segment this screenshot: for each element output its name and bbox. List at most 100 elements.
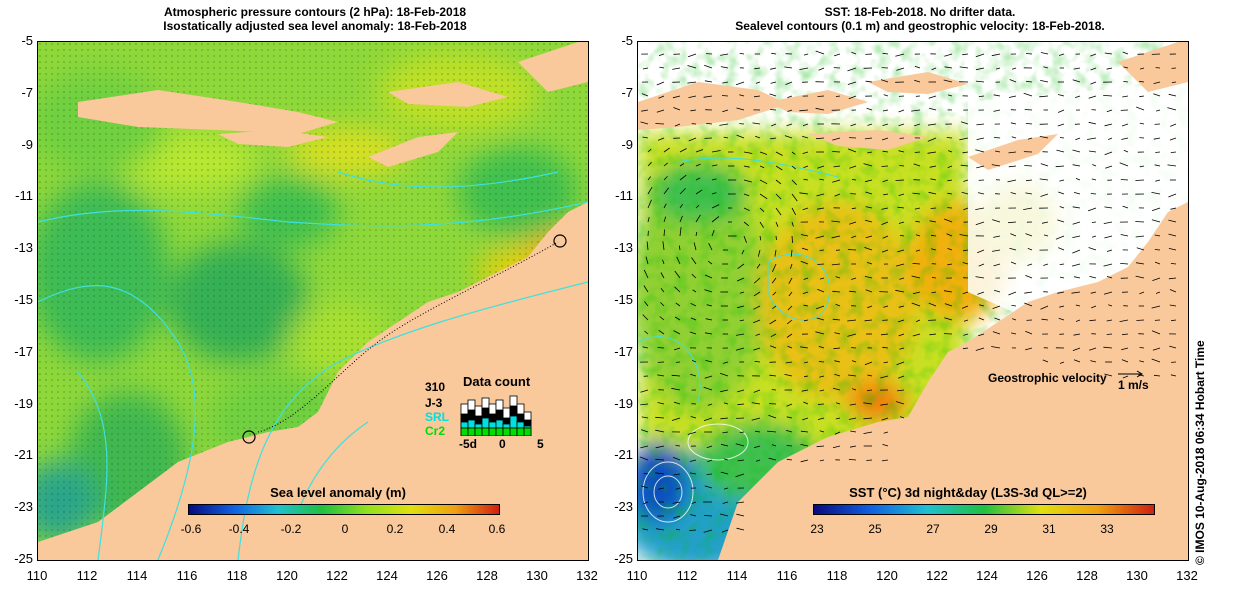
velocity-arrow [646, 241, 649, 251]
velocity-arrow [1169, 289, 1177, 293]
velocity-arrow [703, 386, 713, 391]
velocity-arrow [847, 148, 857, 153]
velocity-arrow [1073, 333, 1081, 336]
velocity-arrow [711, 192, 717, 195]
velocity-arrow [703, 95, 713, 98]
velocity-arrow [819, 430, 825, 433]
velocity-arrow [866, 459, 873, 461]
velocity-arrow [695, 231, 698, 237]
velocity-arrow [962, 249, 969, 252]
velocity-arrow [832, 387, 841, 391]
velocity-arrow [1088, 121, 1097, 125]
velocity-arrow [695, 214, 701, 223]
latitude-tick-label: -25 [14, 551, 33, 566]
velocity-arrow [1056, 149, 1065, 153]
velocity-arrow [1154, 249, 1161, 251]
velocity-arrow [819, 277, 825, 280]
velocity-arrow [704, 64, 713, 69]
velocity-arrow [642, 136, 649, 139]
velocity-arrow [916, 319, 921, 322]
latitude-tick-label: -7 [21, 84, 33, 100]
velocity-arrow [741, 249, 745, 255]
velocity-arrow [1091, 305, 1097, 309]
velocity-arrow [947, 248, 953, 251]
velocity-arrow [785, 361, 793, 364]
data-count-tick-5: 5 [537, 437, 544, 451]
velocity-arrow [882, 109, 889, 112]
velocity-arrow [647, 161, 652, 167]
velocity-arrow [1059, 361, 1065, 364]
velocity-arrow [896, 67, 905, 71]
longitude-tick-label: 120 [276, 568, 298, 583]
velocity-arrow [1167, 164, 1177, 167]
velocity-arrow [1008, 95, 1017, 98]
velocity-arrow [881, 249, 889, 253]
velocity-arrow [768, 414, 777, 419]
velocity-arrow [691, 257, 697, 265]
velocity-arrow [882, 235, 889, 239]
velocity-arrow [1090, 67, 1097, 71]
velocity-arrow [799, 192, 809, 195]
velocity-arrow [1119, 319, 1129, 322]
velocity-arrow [851, 360, 857, 363]
velocity-arrow [1041, 221, 1049, 224]
velocity-arrow [930, 248, 937, 251]
velocity-arrow [659, 66, 665, 69]
velocity-arrow [994, 137, 1001, 139]
velocity-arrow [663, 187, 670, 195]
velocity-arrow [1154, 164, 1161, 167]
longitude-tick-label: 110 [626, 568, 648, 583]
velocity-arrow [785, 430, 793, 433]
velocity-arrow [711, 216, 720, 223]
velocity-arrow [882, 444, 889, 447]
velocity-arrow [851, 51, 857, 55]
longitude-tick-label: 126 [1026, 568, 1048, 583]
velocity-arrow [1087, 207, 1097, 212]
velocity-arrow [1042, 359, 1049, 363]
velocity-arrow [770, 137, 777, 140]
velocity-arrow [898, 109, 905, 113]
velocity-arrow [770, 345, 777, 349]
tide-gauge-marker [553, 234, 567, 248]
velocity-arrow [1058, 94, 1065, 97]
velocity-arrow [1136, 319, 1145, 321]
velocity-arrow [1154, 234, 1161, 237]
velocity-arrow [1152, 277, 1161, 281]
velocity-arrow [1106, 319, 1113, 322]
velocity-arrow [930, 178, 937, 181]
velocity-arrow [1009, 247, 1017, 251]
velocity-arrow [1025, 123, 1033, 125]
velocity-arrow [1104, 151, 1113, 156]
velocity-arrow [927, 137, 937, 142]
velocity-arrow [690, 416, 697, 419]
velocity-arrow [723, 136, 729, 139]
velocity-arrow [772, 291, 777, 296]
velocity-arrow [640, 445, 649, 449]
velocity-arrow [679, 215, 683, 223]
velocity-arrow [1091, 178, 1097, 181]
velocity-arrow [864, 319, 873, 322]
velocity-arrow [818, 361, 825, 363]
velocity-arrow [1135, 262, 1145, 265]
velocity-arrow [755, 135, 761, 139]
velocity-arrow [687, 65, 697, 69]
velocity-arrow [993, 263, 1001, 267]
velocity-arrow [929, 165, 937, 168]
velocity-arrow [976, 123, 985, 126]
velocity-arrow [639, 456, 649, 461]
velocity-arrow [962, 291, 969, 295]
velocity-arrow [1075, 178, 1081, 181]
left-title: Atmospheric pressure contours (2 hPa): 1… [100, 5, 530, 33]
velocity-arrow [931, 291, 937, 294]
velocity-arrow [660, 272, 665, 279]
longitude-tick-label: 128 [1076, 568, 1098, 583]
velocity-arrow [865, 206, 873, 209]
latitude-tick-label: -11 [15, 188, 33, 204]
velocity-arrow [895, 263, 905, 267]
velocity-arrow [961, 191, 969, 195]
velocity-arrow [753, 347, 761, 351]
velocity-arrow [655, 528, 665, 531]
velocity-arrow [849, 290, 857, 293]
velocity-arrow [947, 192, 953, 195]
velocity-arrow [897, 206, 905, 209]
